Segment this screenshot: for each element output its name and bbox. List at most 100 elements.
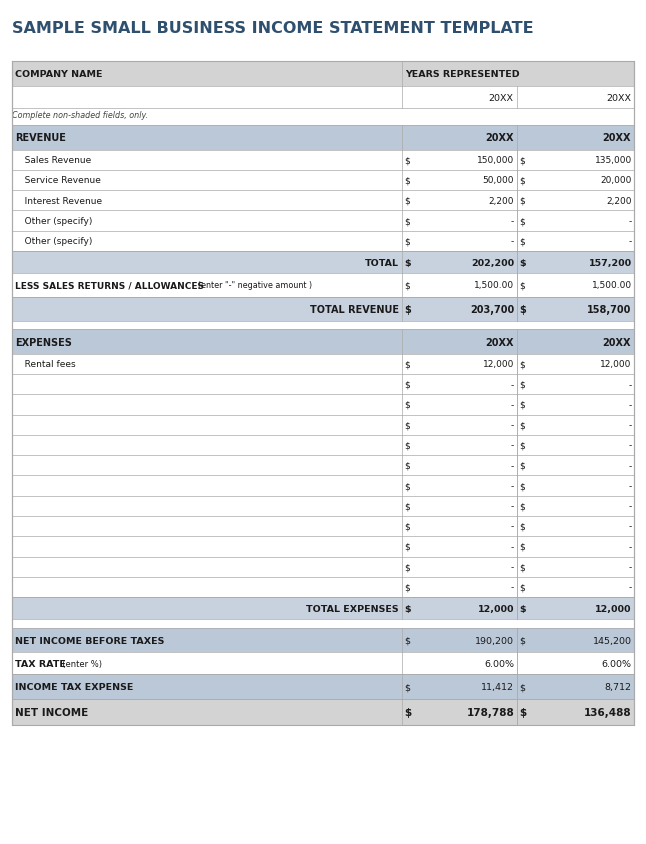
Text: -: - — [511, 380, 514, 389]
Text: $: $ — [519, 604, 526, 613]
Text: 20XX: 20XX — [485, 337, 514, 347]
Text: 2,200: 2,200 — [607, 197, 632, 206]
Text: (enter %): (enter %) — [57, 659, 102, 668]
Text: 20XX: 20XX — [488, 94, 514, 103]
Bar — [12, 517, 634, 537]
Text: 190,200: 190,200 — [475, 636, 514, 645]
Text: 20XX: 20XX — [603, 337, 631, 347]
Bar — [12, 699, 634, 725]
Bar — [12, 436, 634, 456]
Text: $: $ — [404, 217, 410, 226]
Text: $: $ — [404, 707, 412, 717]
Text: $: $ — [519, 682, 525, 691]
Text: $: $ — [519, 197, 525, 206]
Text: $: $ — [519, 258, 526, 268]
Text: Other (specify): Other (specify) — [16, 237, 92, 246]
Text: $: $ — [519, 305, 526, 315]
Text: $: $ — [404, 400, 410, 409]
Text: 203,700: 203,700 — [470, 305, 514, 315]
Text: 8,712: 8,712 — [605, 682, 632, 691]
Bar — [12, 652, 634, 674]
Text: $: $ — [519, 420, 525, 430]
Text: $: $ — [404, 562, 410, 571]
Text: $: $ — [519, 360, 525, 369]
Text: 157,200: 157,200 — [589, 258, 632, 268]
Text: $: $ — [519, 380, 525, 389]
Text: -: - — [511, 237, 514, 246]
Text: -: - — [629, 380, 632, 389]
Text: 12,000: 12,000 — [483, 360, 514, 369]
Text: INCOME TAX EXPENSE: INCOME TAX EXPENSE — [15, 682, 133, 691]
Text: COMPANY NAME: COMPANY NAME — [15, 70, 102, 78]
Bar — [12, 598, 634, 619]
Text: TOTAL EXPENSES: TOTAL EXPENSES — [306, 604, 399, 613]
Text: $: $ — [404, 441, 410, 450]
Text: $: $ — [519, 582, 525, 592]
Text: $: $ — [404, 682, 410, 691]
Text: -: - — [511, 400, 514, 409]
Text: $: $ — [519, 156, 525, 165]
Bar — [12, 231, 634, 252]
Bar — [12, 274, 634, 297]
Text: -: - — [629, 562, 632, 571]
Bar — [12, 211, 634, 231]
Text: 50,000: 50,000 — [483, 176, 514, 186]
Text: 20,000: 20,000 — [600, 176, 632, 186]
Text: Rental fees: Rental fees — [16, 360, 75, 369]
Text: $: $ — [519, 481, 525, 490]
Bar — [12, 297, 634, 322]
Text: -: - — [629, 542, 632, 551]
Text: -: - — [511, 582, 514, 592]
Bar — [12, 537, 634, 557]
Text: $: $ — [404, 156, 410, 165]
Text: -: - — [629, 420, 632, 430]
Text: -: - — [629, 237, 632, 246]
Text: -: - — [511, 461, 514, 470]
Text: $: $ — [404, 542, 410, 551]
Text: -: - — [629, 501, 632, 511]
Text: $: $ — [519, 237, 525, 246]
Text: EXPENSES: EXPENSES — [15, 337, 72, 347]
Bar — [12, 126, 634, 150]
Bar — [12, 476, 634, 496]
Text: 12,000: 12,000 — [477, 604, 514, 613]
Text: -: - — [511, 217, 514, 226]
Text: -: - — [511, 522, 514, 531]
Text: 202,200: 202,200 — [471, 258, 514, 268]
Text: -: - — [629, 582, 632, 592]
Text: -: - — [629, 522, 632, 531]
Text: $: $ — [519, 636, 525, 645]
Text: $: $ — [404, 176, 410, 186]
Text: -: - — [511, 501, 514, 511]
Text: -: - — [629, 400, 632, 409]
Text: $: $ — [404, 582, 410, 592]
Text: -: - — [511, 562, 514, 571]
Bar — [12, 375, 634, 395]
Text: TOTAL REVENUE: TOTAL REVENUE — [309, 305, 399, 315]
Text: -: - — [511, 481, 514, 490]
Text: SAMPLE SMALL BUSINESS INCOME STATEMENT TEMPLATE: SAMPLE SMALL BUSINESS INCOME STATEMENT T… — [12, 21, 533, 36]
Text: 150,000: 150,000 — [477, 156, 514, 165]
Text: 20XX: 20XX — [603, 133, 631, 143]
Text: NET INCOME: NET INCOME — [15, 707, 88, 717]
Text: $: $ — [404, 360, 410, 369]
Text: 6.00%: 6.00% — [484, 659, 514, 668]
Text: $: $ — [519, 461, 525, 470]
Bar — [12, 330, 634, 354]
Text: -: - — [511, 441, 514, 450]
Text: $: $ — [404, 305, 411, 315]
Text: 145,200: 145,200 — [593, 636, 632, 645]
Text: 6.00%: 6.00% — [602, 659, 632, 668]
Bar — [12, 456, 634, 476]
Text: $: $ — [519, 400, 525, 409]
Text: 158,700: 158,700 — [587, 305, 632, 315]
Text: 1,500.00: 1,500.00 — [592, 281, 632, 290]
Bar — [12, 415, 634, 436]
Text: -: - — [511, 420, 514, 430]
Text: $: $ — [404, 481, 410, 490]
Text: $: $ — [404, 197, 410, 206]
Text: YEARS REPRESENTED: YEARS REPRESENTED — [405, 70, 519, 78]
Text: $: $ — [519, 441, 525, 450]
Text: $: $ — [519, 176, 525, 186]
Text: LESS SALES RETURNS / ALLOWANCES: LESS SALES RETURNS / ALLOWANCES — [15, 281, 204, 290]
